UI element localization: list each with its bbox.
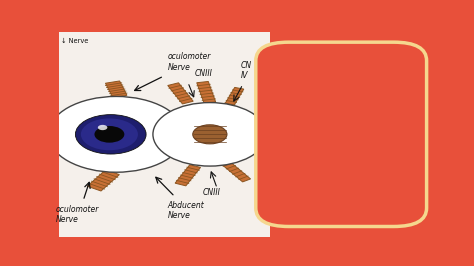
Text: The: The <box>328 57 369 76</box>
Circle shape <box>193 125 227 144</box>
Text: CNIII: CNIII <box>195 69 213 78</box>
Text: oculomoter
Nerve: oculomoter Nerve <box>55 205 99 225</box>
Circle shape <box>75 115 146 154</box>
Polygon shape <box>87 170 119 191</box>
Text: Abducent
Nerve: Abducent Nerve <box>168 201 204 220</box>
FancyBboxPatch shape <box>59 32 271 237</box>
Text: and their: and their <box>296 145 401 164</box>
Text: Innervation: Innervation <box>283 176 414 195</box>
Polygon shape <box>220 160 251 182</box>
Polygon shape <box>105 81 127 98</box>
Text: ↓ Nerve: ↓ Nerve <box>61 38 89 44</box>
Text: extraocular: extraocular <box>283 88 414 107</box>
Circle shape <box>94 126 124 143</box>
Circle shape <box>48 97 184 172</box>
Text: CN
IV: CN IV <box>241 61 252 80</box>
Circle shape <box>81 118 138 150</box>
Circle shape <box>153 103 267 166</box>
Polygon shape <box>182 127 206 139</box>
Polygon shape <box>197 81 216 103</box>
Polygon shape <box>168 83 193 104</box>
Polygon shape <box>287 130 311 139</box>
Polygon shape <box>175 165 201 186</box>
FancyBboxPatch shape <box>256 42 427 227</box>
Polygon shape <box>265 126 291 140</box>
Polygon shape <box>224 88 244 107</box>
Polygon shape <box>17 125 50 139</box>
Text: CNIII: CNIII <box>202 188 220 197</box>
Text: oculomoter
Nerve: oculomoter Nerve <box>168 52 211 72</box>
Circle shape <box>98 125 107 130</box>
Text: muscles: muscles <box>302 117 394 136</box>
